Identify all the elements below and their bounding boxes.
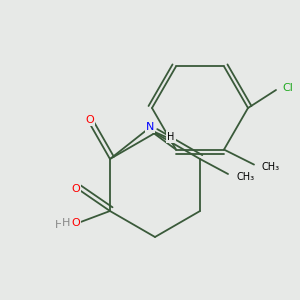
Text: O: O [72,184,80,194]
Text: O: O [72,218,80,228]
Text: N: N [146,122,154,132]
Text: CH₃: CH₃ [261,162,279,172]
Text: H: H [62,218,70,228]
Text: H: H [167,132,175,142]
Text: CH₃: CH₃ [236,172,254,182]
Text: O: O [85,115,94,125]
Text: Cl: Cl [282,83,293,93]
Text: HO: HO [55,220,72,230]
